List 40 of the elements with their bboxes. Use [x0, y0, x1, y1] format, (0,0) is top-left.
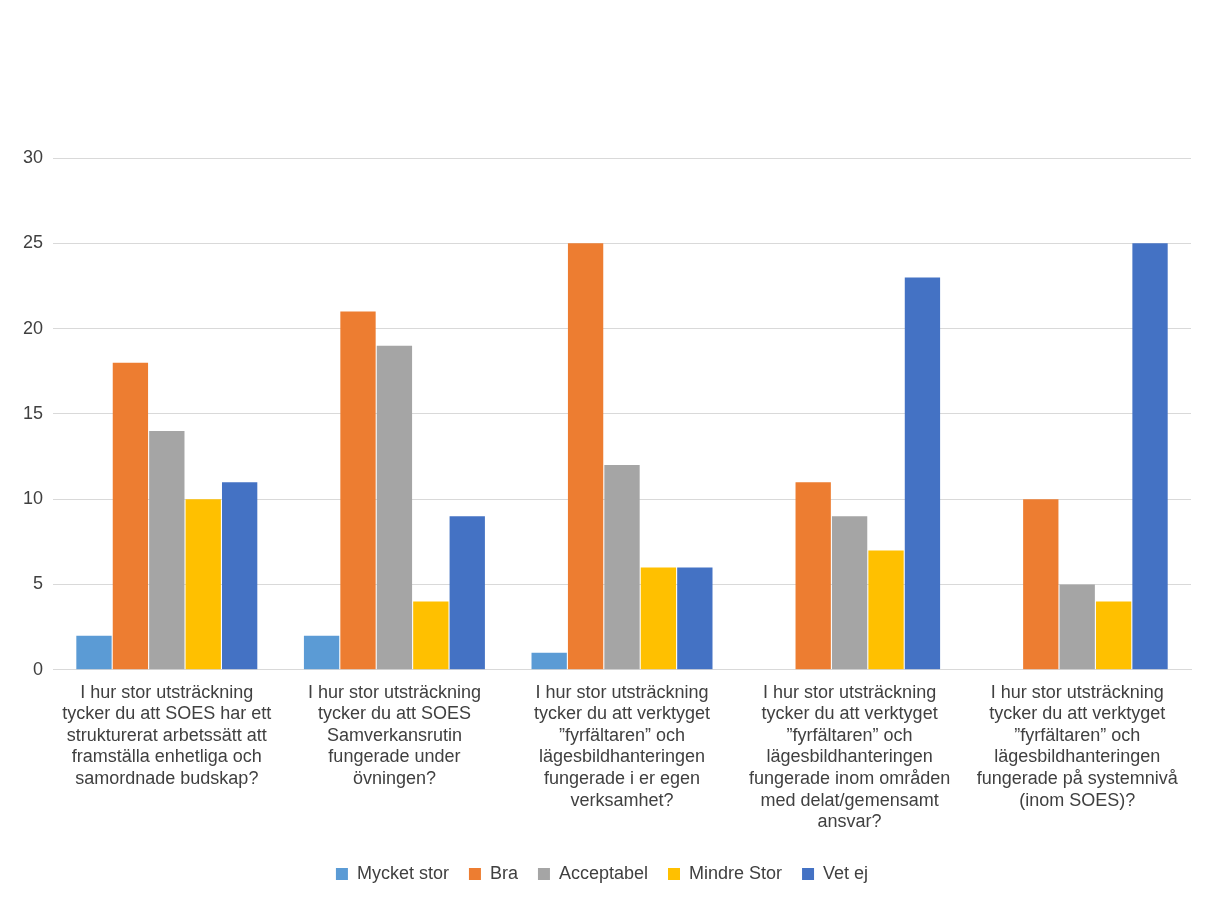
bar: [149, 430, 185, 670]
y-tick-label: 5: [33, 573, 44, 594]
bar: [1132, 243, 1168, 670]
y-tick-label: 20: [22, 317, 44, 338]
bar: [1023, 499, 1059, 670]
bar: [112, 362, 149, 670]
bar: [185, 499, 221, 670]
bar: [449, 516, 485, 670]
bar: [831, 516, 868, 670]
x-tick-label: I hur stor utsträckning tycker du att verktyget ”fyrfältaren” och lägesbildhanteringen fungerade i er egen verksamhet?: [533, 681, 711, 810]
bar: [904, 277, 941, 670]
bar: [221, 482, 258, 670]
bar: [303, 635, 340, 670]
x-tick-label: I hur stor utsträckning tycker du att verktyget ”fyrfältaren” och lägesbildhanteringen fungerade inom områden med delat/gemensamt ansvar?: [749, 681, 951, 832]
x-tick-label: I hur stor utsträckning tycker du att SOES Samverkansrutin fungerade under övningen?: [307, 681, 481, 788]
bar: [1059, 584, 1095, 670]
legend-label: Mycket stor: [356, 862, 449, 883]
x-tick-label: I hur stor utsträckning tycker du att verktyget ”fyrfältaren” och lägesbildhanteringen fungerade på systemnivå (inom SOES)?: [976, 681, 1179, 810]
bar: [795, 482, 831, 670]
legend-label: Vet ej: [823, 862, 869, 883]
y-tick-label: 25: [22, 232, 44, 253]
legend-label: Mindre Stor: [689, 862, 783, 883]
bar: [640, 567, 677, 670]
y-tick-label: 15: [22, 402, 44, 423]
bar: [340, 311, 376, 670]
bar: [677, 567, 713, 670]
bar: [868, 550, 904, 670]
y-tick-label: 10: [22, 488, 44, 509]
x-tick-label: I hur stor utsträckning tycker du att SOES har ett strukturerat arbetssätt att framställa enhetliga och samordnade budskap?: [62, 681, 272, 788]
bar: [604, 465, 640, 670]
legend-label: Acceptabel: [558, 862, 649, 883]
bar: [1095, 601, 1132, 670]
bar: [567, 243, 604, 670]
y-tick-label: 30: [22, 146, 44, 167]
y-tick-label: 0: [33, 658, 44, 679]
bar: [531, 652, 567, 670]
bar: [413, 601, 449, 670]
bar: [376, 345, 413, 670]
bar: [76, 635, 112, 670]
legend-label: Bra: [489, 862, 519, 883]
